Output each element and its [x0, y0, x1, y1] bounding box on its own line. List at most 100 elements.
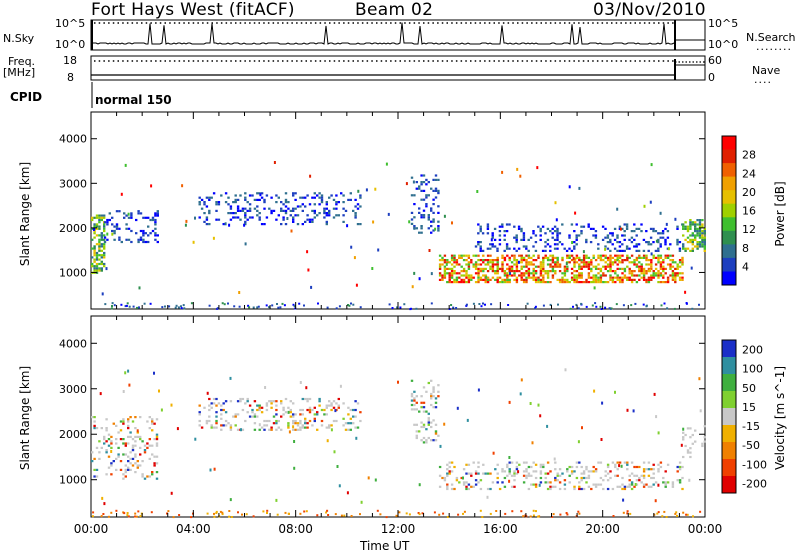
velocity-panel-cell — [397, 380, 399, 384]
velocity-panel-cell — [508, 456, 511, 459]
power-panel-cell — [659, 263, 663, 266]
power-panel-cell — [698, 219, 702, 222]
power-panel-cell — [103, 243, 106, 246]
power-panel-cell — [573, 274, 576, 277]
velocity-panel-cell — [139, 464, 142, 467]
velocity-panel-colorbar-tick: -50 — [742, 439, 760, 452]
velocity-panel-cell — [136, 460, 139, 463]
power-panel-cell — [585, 261, 588, 264]
power-panel-cell — [98, 216, 101, 219]
velocity-panel-cell — [237, 511, 239, 514]
power-panel-cell — [585, 238, 588, 241]
power-panel-cell — [597, 272, 600, 275]
power-panel-cell — [422, 189, 426, 192]
velocity-panel-cell — [559, 513, 562, 516]
power-panel-cell — [556, 259, 559, 262]
velocity-panel-cell — [220, 417, 223, 420]
power-panel-cell — [248, 306, 251, 309]
power-panel-cell — [508, 274, 511, 277]
power-panel-cell — [642, 274, 646, 277]
velocity-panel-cell — [325, 406, 328, 409]
power-panel-cell — [689, 223, 692, 226]
power-panel-cell — [578, 259, 581, 262]
velocity-panel-colorbar-segment — [722, 357, 736, 375]
power-panel-cell — [93, 265, 96, 268]
power-panel-cell — [546, 272, 550, 275]
power-panel-cell — [609, 270, 612, 273]
power-panel-cell — [606, 256, 610, 259]
velocity-panel-cell — [136, 464, 139, 467]
power-panel-cell — [532, 270, 535, 273]
power-panel-cell — [654, 249, 658, 252]
power-panel-cell — [316, 194, 319, 197]
power-panel-cell — [611, 234, 614, 237]
velocity-panel-cell — [430, 403, 433, 407]
velocity-panel-cell — [638, 479, 641, 482]
power-panel-cell — [450, 270, 454, 273]
velocity-panel-cell — [110, 464, 113, 467]
velocity-panel-cell — [155, 477, 159, 480]
power-panel-cell — [614, 261, 617, 264]
power-panel-cell — [306, 250, 309, 254]
velocity-panel-cell — [277, 419, 280, 423]
power-panel-cell — [484, 263, 487, 266]
velocity-panel-cell — [220, 408, 223, 412]
velocity-panel-cell — [137, 510, 140, 513]
velocity-panel-cell — [282, 406, 285, 409]
power-panel-cell — [640, 265, 643, 268]
power-panel-cell — [115, 210, 119, 213]
velocity-panel-cell — [503, 476, 507, 480]
power-panel-cell — [128, 305, 131, 308]
velocity-panel-cell — [155, 435, 159, 438]
power-panel-cell — [325, 212, 328, 215]
power-panel-cell — [549, 259, 552, 262]
velocity-panel-cell — [481, 516, 484, 518]
power-panel-cell — [396, 306, 399, 309]
power-panel-cell — [198, 201, 201, 204]
velocity-panel-cell — [258, 408, 261, 412]
power-panel-cell — [190, 302, 193, 305]
power-panel-cell — [318, 196, 321, 199]
power-panel-cell — [453, 256, 456, 259]
power-panel-cell — [491, 245, 494, 248]
velocity-panel-cell — [220, 413, 223, 416]
power-panel-cell — [604, 227, 607, 230]
power-panel-cell — [276, 303, 278, 305]
power-panel-cell — [290, 229, 293, 233]
velocity-panel-cell — [599, 476, 603, 480]
power-panel-cell — [244, 196, 247, 199]
power-panel-cell — [587, 225, 590, 228]
velocity-panel-cell — [437, 434, 440, 437]
power-panel-cell — [565, 262, 568, 266]
power-panel-cell — [661, 232, 665, 235]
velocity-panel-cell — [678, 468, 682, 471]
power-panel-cell — [556, 232, 559, 235]
velocity-panel-cell — [703, 440, 706, 443]
power-panel-cell — [505, 223, 509, 226]
power-panel-cell — [659, 274, 663, 277]
power-panel-cell — [115, 227, 119, 230]
power-panel-cell — [585, 265, 588, 268]
velocity-panel-cell — [246, 400, 249, 403]
power-panel-cell — [441, 274, 444, 277]
velocity-panel-cell — [215, 411, 218, 414]
power-panel-cell — [698, 221, 702, 224]
velocity-panel-cell — [593, 389, 596, 393]
velocity-panel-cell — [682, 427, 685, 431]
velocity-panel-cell — [650, 468, 653, 471]
power-panel-cell — [520, 256, 523, 259]
power-panel-cell — [443, 261, 447, 264]
power-panel-cell — [575, 256, 579, 259]
power-panel-cell — [420, 174, 423, 177]
velocity-panel-cell — [534, 485, 538, 488]
power-panel-cell — [671, 261, 675, 264]
power-panel-cell — [470, 278, 473, 281]
power-panel-cell — [418, 187, 421, 190]
power-panel-cell — [678, 265, 682, 268]
velocity-panel-cell — [220, 404, 223, 407]
power-panel-cell — [111, 232, 114, 236]
velocity-panel-cell — [282, 408, 285, 412]
velocity-panel-cell — [513, 472, 516, 475]
power-panel-cell — [652, 230, 655, 233]
velocity-panel-cell — [301, 426, 304, 429]
